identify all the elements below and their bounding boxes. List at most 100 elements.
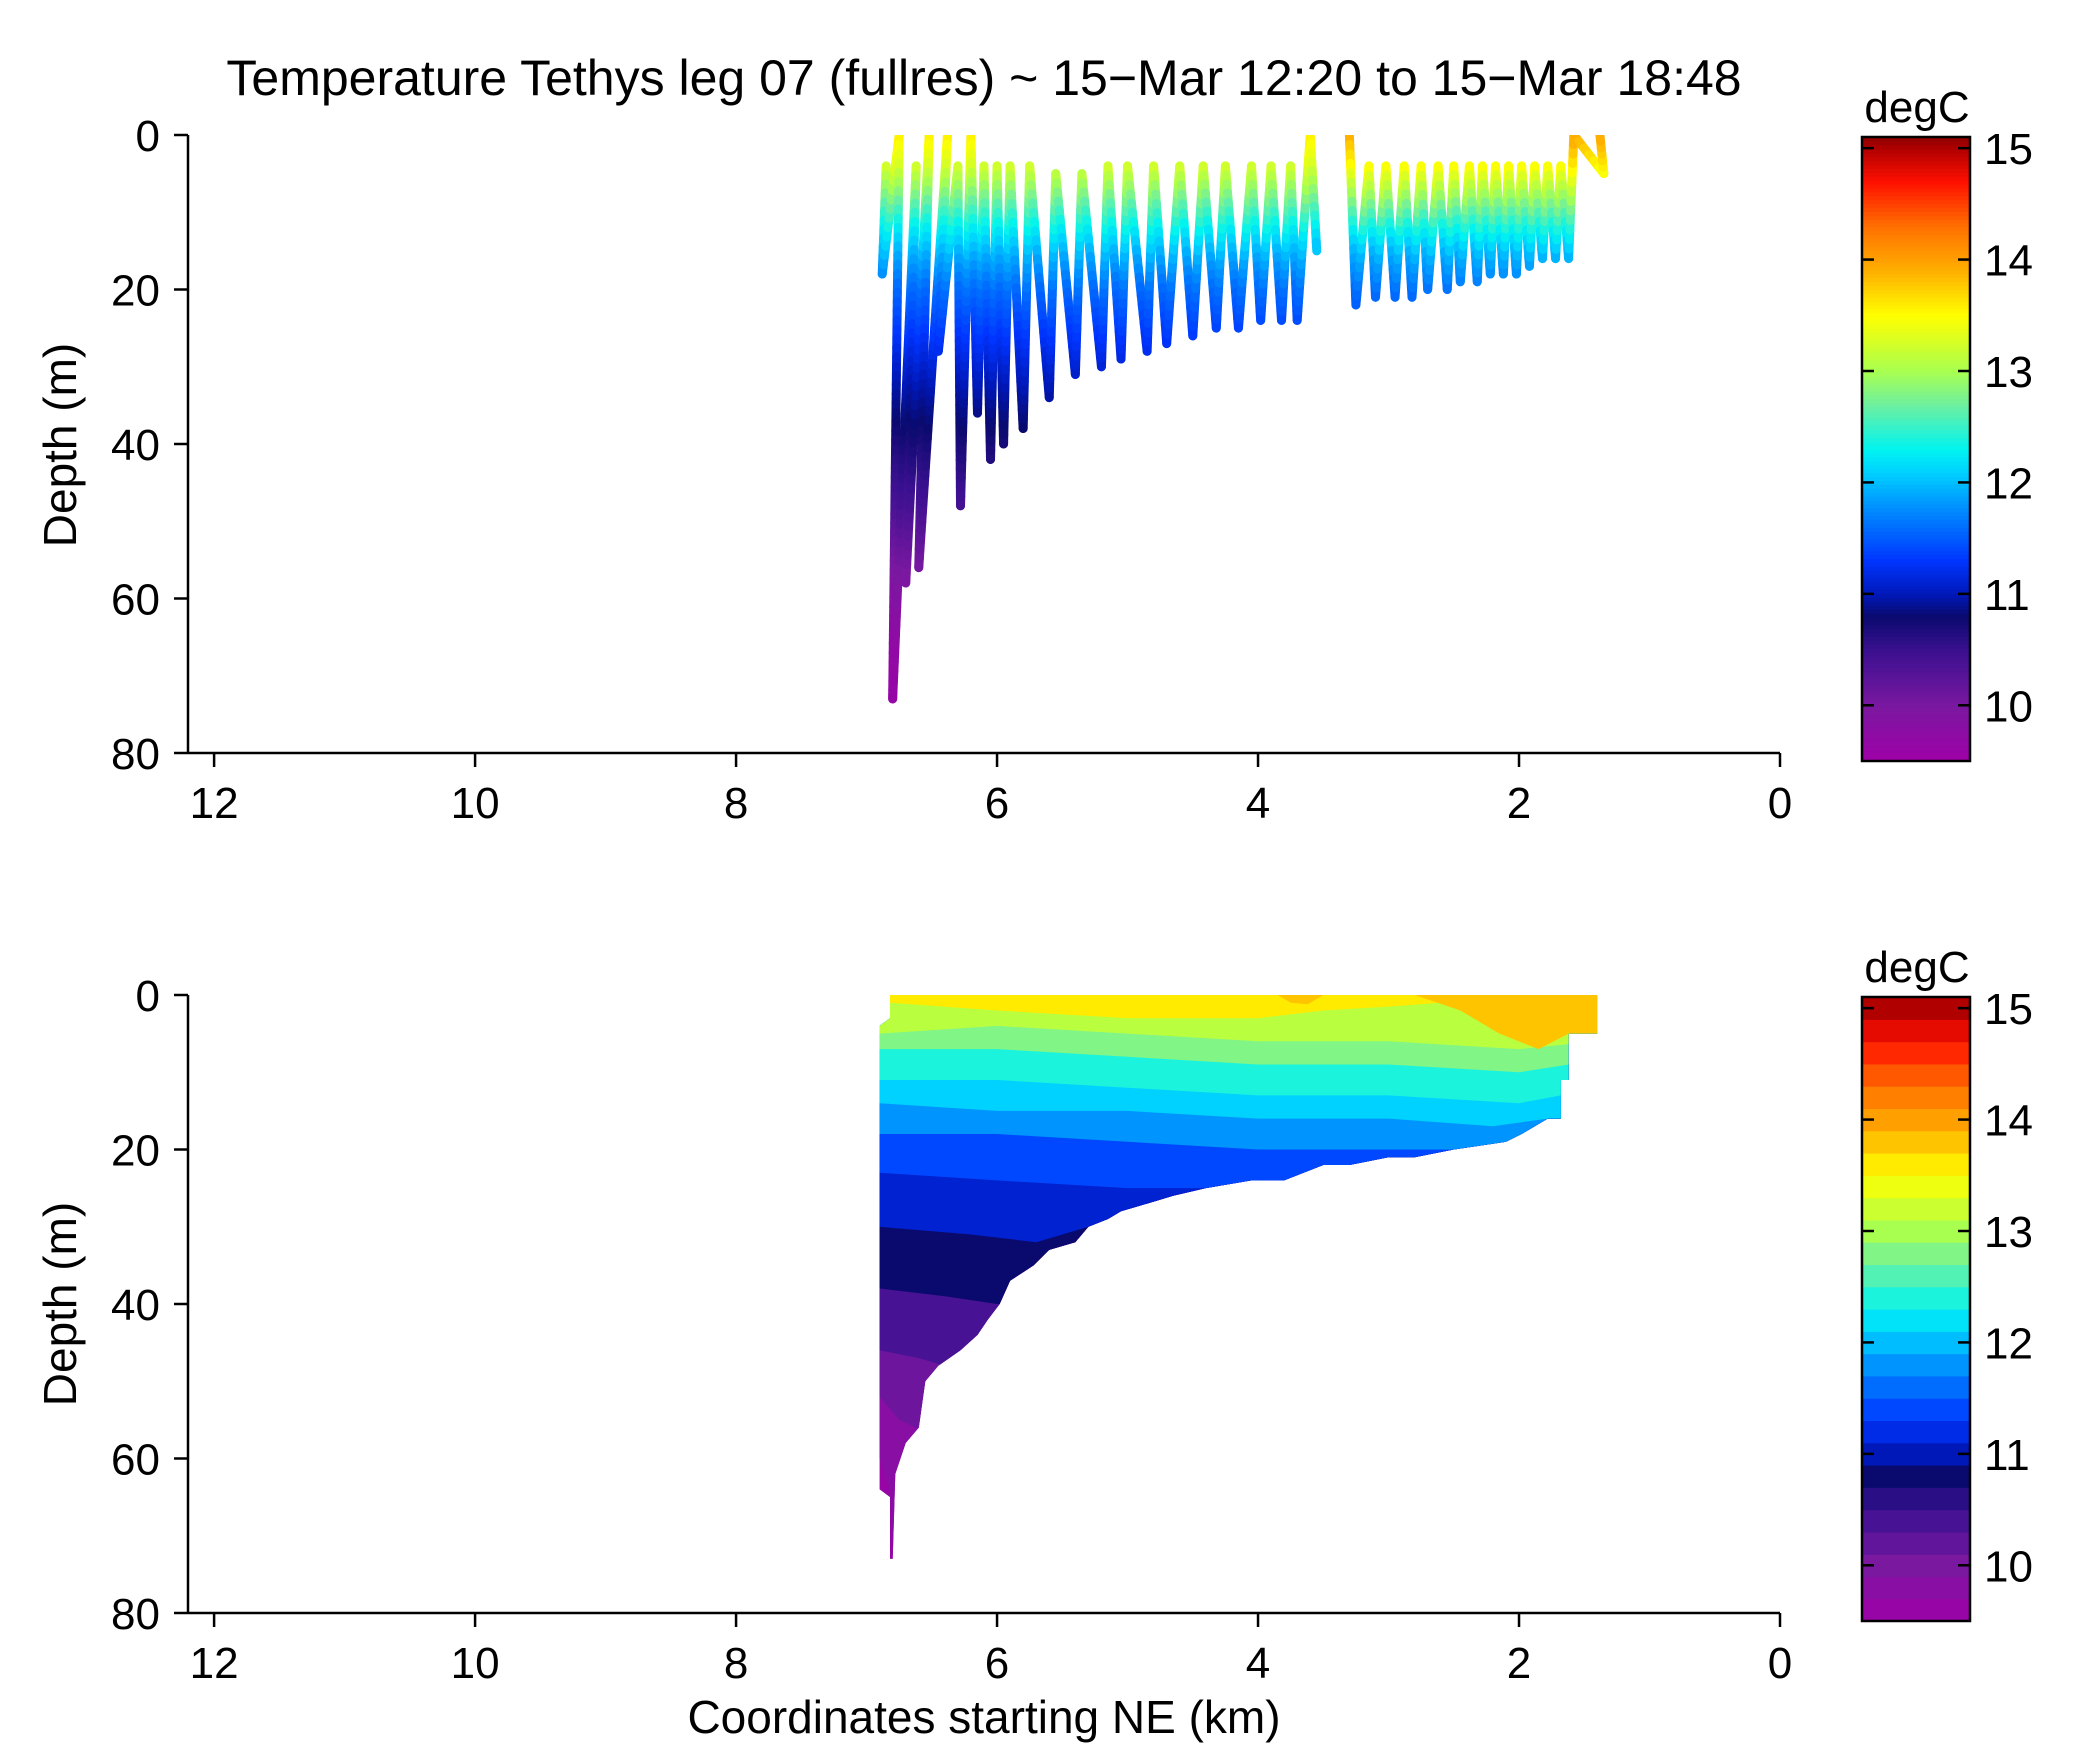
top-colorbar-frame <box>1860 135 1972 763</box>
top-x-axis: 12 10 8 6 4 2 0 <box>188 751 1792 828</box>
colorbar-slice <box>1862 718 1970 723</box>
colorbar-slice <box>1862 495 1970 501</box>
colorbar-band <box>1862 1509 1970 1533</box>
colorbar-slice <box>1862 468 1970 474</box>
top-y-axis: 0 20 40 60 80 <box>111 112 190 779</box>
colorbar-band <box>1862 1375 1970 1399</box>
colorbar-slice <box>1862 343 1970 349</box>
colorbar-slice <box>1862 374 1970 380</box>
colorbar-slice <box>1862 757 1970 762</box>
bottom-colorbar-ticks: 10 11 12 13 14 15 <box>1862 985 2033 1591</box>
top-colorbar: degC 10 11 12 13 14 15 <box>1860 83 2033 763</box>
colorbar-slice <box>1862 499 1970 505</box>
colorbar-slice <box>1862 437 1970 442</box>
y-tick-label: 80 <box>111 1590 160 1639</box>
colorbar-slice <box>1862 191 1970 197</box>
colorbar-slice <box>1862 741 1970 747</box>
colorbar-slice <box>1862 464 1970 470</box>
y-tick-label: 40 <box>111 421 160 470</box>
y-tick-label: 60 <box>111 576 160 625</box>
colorbar-band <box>1862 1242 1970 1266</box>
bottom-y-ticks: 0 20 40 60 80 <box>111 972 188 1639</box>
colorbar-slice <box>1862 425 1970 431</box>
colorbar-band <box>1862 1309 1970 1332</box>
contour-band <box>1277 995 1324 1005</box>
colorbar-slice <box>1862 710 1970 715</box>
colorbar-slice <box>1862 285 1970 290</box>
colorbar-tick-label: 10 <box>1984 1542 2033 1591</box>
colorbar-slice <box>1862 733 1970 739</box>
colorbar-band <box>1862 1041 1970 1065</box>
top-colorbar-label: degC <box>1864 83 1969 132</box>
colorbar-slice <box>1862 683 1970 688</box>
colorbar-slice <box>1862 293 1970 298</box>
colorbar-slice <box>1862 530 1970 536</box>
colorbar-slice <box>1862 320 1970 325</box>
colorbar-slice <box>1862 335 1970 341</box>
x-tick-label: 8 <box>724 779 748 828</box>
colorbar-slice <box>1862 698 1970 704</box>
x-tick-label: 4 <box>1246 779 1270 828</box>
profile-segment <box>1595 135 1606 146</box>
colorbar-slice <box>1862 523 1970 528</box>
colorbar-slice <box>1862 647 1970 653</box>
y-tick-label: 40 <box>111 1281 160 1330</box>
x-tick-label: 10 <box>451 779 500 828</box>
top-colorbar-ticks: 10 11 12 13 14 15 <box>1862 125 2033 731</box>
colorbar-slice <box>1862 737 1970 743</box>
colorbar-slice <box>1862 199 1970 205</box>
colorbar-band <box>1862 1487 1970 1511</box>
colorbar-band <box>1862 1576 1970 1600</box>
colorbar-slice <box>1862 702 1970 708</box>
contour-band <box>1414 995 1598 1050</box>
colorbar-slice <box>1862 546 1970 552</box>
colorbar-slice <box>1862 410 1970 415</box>
colorbar-slice <box>1862 226 1970 232</box>
colorbar-slice <box>1862 460 1970 466</box>
x-tick-label: 0 <box>1768 1639 1792 1688</box>
bottom-filled-contours <box>879 995 1598 1559</box>
colorbar-slice <box>1862 156 1970 162</box>
colorbar-band <box>1862 1197 1970 1221</box>
colorbar-slice <box>1862 484 1970 489</box>
y-tick-label: 20 <box>111 267 160 316</box>
colorbar-band <box>1862 1398 1970 1422</box>
top-y-axis-label: Depth (m) <box>34 343 86 547</box>
bottom-colorbar: degC 10 11 12 13 14 15 <box>1860 943 2033 1623</box>
bottom-x-axis-label: Coordinates starting NE (km) <box>687 1691 1280 1743</box>
bottom-colorbar-label: degC <box>1864 943 1969 992</box>
colorbar-slice <box>1862 612 1970 618</box>
colorbar-slice <box>1862 452 1970 458</box>
bottom-x-ticks: 12 10 8 6 4 2 0 <box>190 1613 1792 1688</box>
top-profile-tracks <box>877 135 1609 704</box>
colorbar-band <box>1862 1598 1970 1622</box>
colorbar-slice <box>1862 339 1970 345</box>
colorbar-slice <box>1862 503 1970 509</box>
colorbar-slice <box>1862 644 1970 649</box>
colorbar-slice <box>1862 589 1970 595</box>
colorbar-slice <box>1862 382 1970 388</box>
colorbar-slice <box>1862 472 1970 478</box>
colorbar-slice <box>1862 433 1970 439</box>
colorbar-slice <box>1862 304 1970 310</box>
colorbar-slice <box>1862 312 1970 318</box>
colorbar-slice <box>1862 300 1970 306</box>
colorbar-slice <box>1862 640 1970 645</box>
colorbar-tick-label: 13 <box>1984 1208 2033 1257</box>
colorbar-slice <box>1862 527 1970 532</box>
colorbar-slice <box>1862 480 1970 485</box>
colorbar-band <box>1862 1264 1970 1288</box>
colorbar-tick-label: 14 <box>1984 237 2033 286</box>
colorbar-slice <box>1862 281 1970 286</box>
colorbar-slice <box>1862 398 1970 403</box>
colorbar-slice <box>1862 289 1970 294</box>
colorbar-band <box>1862 1353 1970 1377</box>
colorbar-tick-label: 11 <box>1984 571 2030 620</box>
colorbar-slice <box>1862 238 1970 244</box>
colorbar-slice <box>1862 261 1970 267</box>
y-tick-label: 20 <box>111 1127 160 1176</box>
colorbar-slice <box>1862 690 1970 696</box>
colorbar-tick-label: 14 <box>1984 1097 2033 1146</box>
colorbar-slice <box>1862 663 1970 669</box>
colorbar-slice <box>1862 491 1970 497</box>
